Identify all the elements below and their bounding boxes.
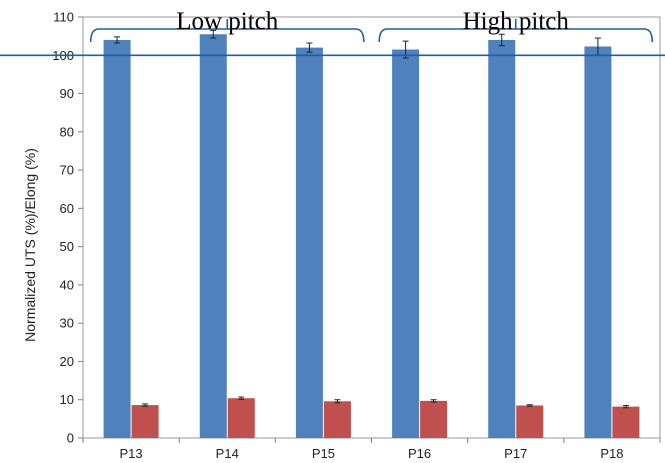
- bar-P16-uts: [392, 49, 420, 438]
- bar-P14-elong: [227, 398, 255, 438]
- y-tick-label: 70: [60, 163, 74, 178]
- group-brackets: Low pitch High pitch: [89, 8, 654, 43]
- error-bar-P15-elong: [334, 399, 341, 404]
- y-tick-label: 80: [60, 124, 74, 139]
- plot-frame: [82, 16, 661, 439]
- error-bar-P16-elong: [430, 399, 437, 403]
- y-tick-label: 90: [60, 86, 74, 101]
- bars: [103, 34, 640, 439]
- y-axis-label: Normalized UTS (%)/Elong (%): [22, 148, 38, 342]
- bar-P14-uts: [199, 34, 227, 439]
- bar-P13-uts: [103, 39, 131, 439]
- y-tick-label: 20: [60, 354, 74, 369]
- bar-P18-uts: [584, 46, 612, 438]
- y-tick-label: 110: [53, 10, 74, 25]
- error-bar-P15-uts: [306, 42, 313, 53]
- x-tick-label-P13: P13: [120, 446, 143, 461]
- x-tick-label-P17: P17: [504, 446, 527, 461]
- bar-P15-uts: [295, 47, 323, 438]
- error-bars: [114, 29, 629, 409]
- error-bar-P14-uts: [210, 29, 217, 39]
- bar-P17-elong: [516, 405, 544, 438]
- y-tick-label: 10: [60, 392, 74, 407]
- y-tick-label: 0: [67, 431, 74, 446]
- group-label: High pitch: [463, 8, 570, 35]
- y-tick-label: 30: [60, 316, 74, 331]
- y-tick-label: 60: [60, 201, 74, 216]
- x-tick-label-P15: P15: [312, 446, 335, 461]
- bar-P15-elong: [323, 401, 351, 438]
- error-bar-P13-elong: [142, 403, 149, 407]
- group-label: Low pitch: [176, 8, 279, 35]
- y-tick-label: 40: [60, 277, 74, 292]
- plot-border: [82, 16, 661, 439]
- bar-P13-elong: [131, 405, 159, 438]
- bar-P16-elong: [420, 400, 448, 438]
- y-tick-label: 50: [60, 239, 74, 254]
- error-bar-P18-elong: [622, 404, 629, 409]
- x-tick-label-P14: P14: [216, 446, 239, 461]
- error-bar-P17-uts: [498, 33, 505, 47]
- bar-P18-elong: [612, 406, 640, 438]
- group-high: High pitch: [378, 8, 654, 43]
- x-axis-ticks: P13 P14 P15 P16 P17 P18: [82, 438, 661, 461]
- group-low: Low pitch: [89, 8, 365, 43]
- error-bar-P17-elong: [526, 404, 533, 407]
- bar-P17-uts: [488, 39, 516, 439]
- x-tick-label-P16: P16: [408, 446, 431, 461]
- error-bar-P14-elong: [238, 396, 245, 400]
- error-bar-P13-uts: [114, 36, 121, 44]
- x-tick-label-P18: P18: [600, 446, 623, 461]
